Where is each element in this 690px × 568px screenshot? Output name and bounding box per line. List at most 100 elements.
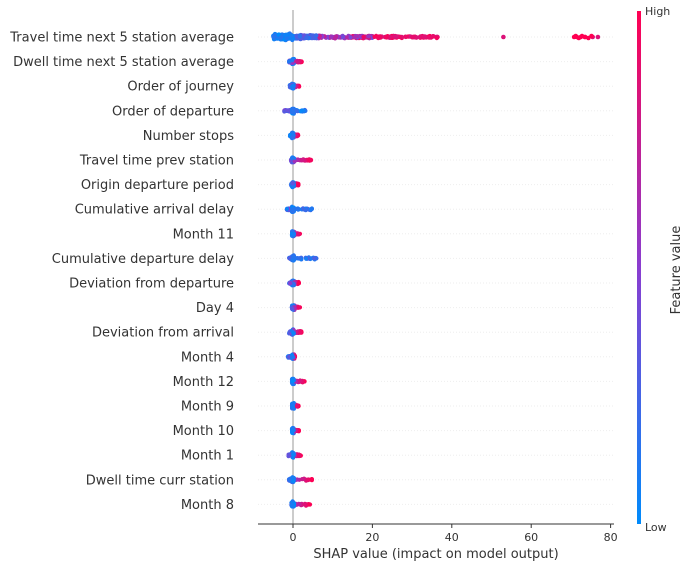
shap-point (434, 35, 439, 41)
feature-label: Month 8 (181, 498, 234, 513)
shap-point (430, 34, 436, 39)
shap-point (340, 34, 346, 40)
feature-label: Month 9 (181, 400, 234, 415)
shap-point (394, 34, 399, 39)
shap-point (292, 159, 297, 164)
shap-point (291, 231, 296, 237)
shap-point (403, 34, 408, 40)
feature-label: Origin departure period (81, 178, 234, 193)
feature-label: Number stops (143, 129, 234, 144)
shap-point (296, 181, 301, 186)
shap-point (302, 207, 307, 212)
shap-point (291, 452, 296, 457)
shap-point (298, 378, 303, 383)
feature-labels: Travel time next 5 station average Dwell … (9, 31, 234, 513)
feature-label: Day 4 (196, 301, 234, 316)
shap-point (271, 34, 276, 39)
shap-point (332, 36, 338, 41)
shap-point (295, 206, 300, 211)
shap-outlier-point (308, 157, 314, 163)
colorbar-high-label: High (645, 5, 670, 18)
shap-point (285, 108, 290, 113)
feature-label: Month 12 (173, 375, 234, 390)
shap-point (290, 58, 295, 63)
feature-label: Cumulative departure delay (52, 252, 234, 267)
shap-point (291, 404, 296, 409)
feature-label: Month 1 (181, 449, 234, 464)
shap-point (290, 180, 295, 186)
shap-point (352, 34, 358, 40)
feature-label: Deviation from arrival (92, 326, 234, 341)
shap-point (291, 281, 296, 286)
shap-point (304, 256, 309, 261)
x-axis: 0 20 40 60 80 (258, 523, 618, 544)
feature-label: Month 4 (181, 350, 234, 365)
x-tick-label: 60 (524, 531, 538, 544)
feature-label: Month 10 (173, 424, 234, 439)
data-points (271, 31, 601, 509)
feature-label: Dwell time curr station (86, 473, 234, 488)
shap-outlier-point (501, 34, 506, 40)
shap-point (348, 35, 353, 40)
shap-point (312, 256, 317, 261)
colorbar: High Low Feature value (637, 5, 684, 534)
x-axis-title: SHAP value (impact on model output) (313, 547, 558, 562)
shap-point (284, 206, 290, 211)
shap-point (291, 207, 296, 212)
shap-point (305, 477, 310, 483)
shap-point (284, 35, 289, 41)
shap-point (310, 35, 315, 41)
shap-point (291, 428, 296, 433)
shap-point (295, 59, 300, 64)
shap-point (421, 34, 427, 39)
shap-point (291, 331, 296, 336)
x-tick-label: 0 (290, 531, 297, 544)
shap-point (291, 107, 296, 112)
shap-point (290, 135, 295, 140)
shap-point (314, 33, 319, 38)
shap-point (296, 281, 301, 286)
shap-point (294, 108, 299, 113)
shap-point (317, 33, 322, 39)
row-gridlines (258, 36, 614, 505)
shap-point (304, 35, 309, 40)
shap-point (300, 157, 305, 162)
shap-point (288, 34, 294, 39)
shap-point (387, 34, 393, 39)
shap-point (290, 379, 295, 384)
colorbar-low-label: Low (645, 521, 667, 534)
shap-point (297, 453, 302, 458)
x-tick-label: 20 (365, 531, 379, 544)
shap-point (298, 108, 303, 114)
shap-point (290, 478, 295, 483)
shap-point (290, 355, 295, 360)
shap-point (294, 404, 300, 409)
feature-label: Order of journey (127, 80, 234, 95)
colorbar-title: Feature value (669, 226, 684, 315)
shap-point (376, 35, 381, 41)
shap-point (295, 231, 301, 236)
shap-point (300, 477, 305, 482)
shap-point (345, 35, 350, 40)
shap-point (309, 206, 314, 211)
shap-point (384, 35, 389, 40)
shap-point (427, 35, 432, 40)
shap-point (288, 281, 293, 286)
shap-point (361, 34, 366, 39)
shap-point (411, 34, 416, 39)
shap-point (307, 502, 312, 507)
shap-point (291, 132, 296, 137)
shap-point (309, 477, 314, 482)
feature-label: Dwell time next 5 station average (13, 55, 234, 70)
feature-label: Cumulative arrival delay (75, 203, 235, 218)
colorbar-gradient (637, 11, 641, 524)
shap-point (296, 502, 301, 507)
shap-outlier-point (595, 34, 601, 40)
shap-outlier-point (589, 33, 594, 39)
shap-point (287, 478, 292, 483)
shap-point (366, 34, 371, 39)
feature-label: Deviation from departure (69, 277, 234, 292)
shap-point (290, 156, 295, 161)
feature-label: Travel time prev station (79, 154, 234, 169)
